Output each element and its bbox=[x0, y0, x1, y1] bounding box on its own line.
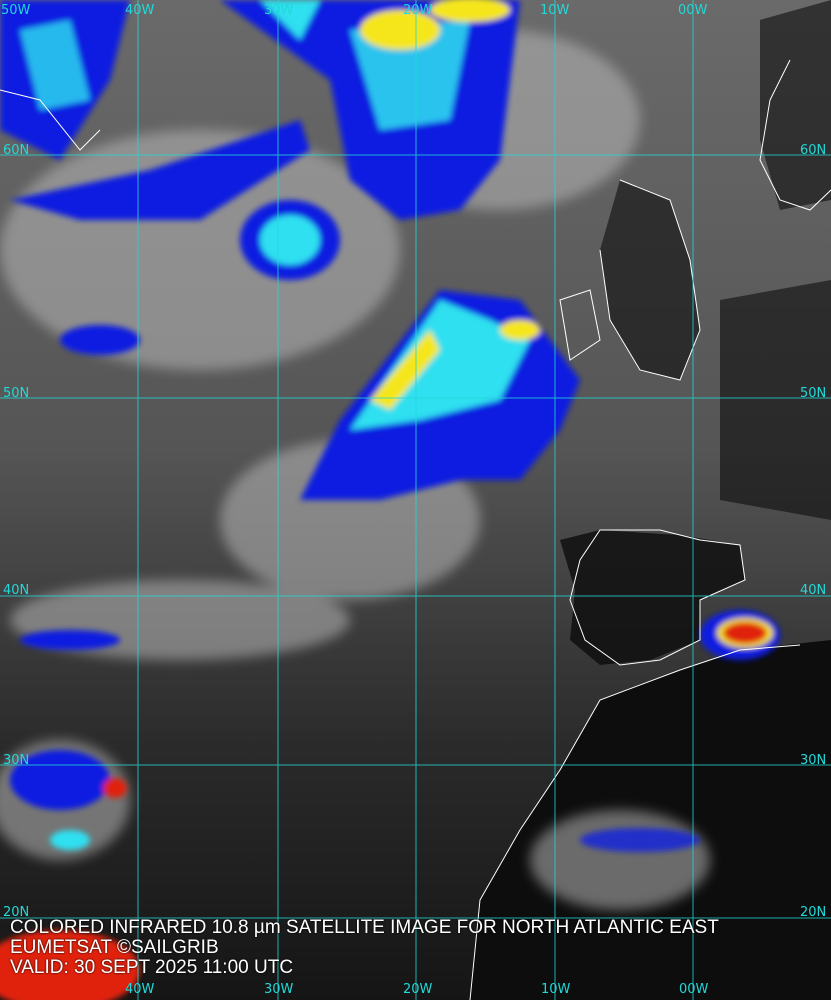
left-label-lat: 50N bbox=[3, 386, 30, 401]
left-label-lat: 20N bbox=[3, 905, 30, 920]
top-label-lon: 10W bbox=[540, 3, 570, 18]
left-label-lat: 60N bbox=[3, 143, 30, 158]
caption-title: COLORED INFRARED 10.8 µm SATELLITE IMAGE… bbox=[10, 917, 719, 938]
bottom-label-lon: 20W bbox=[403, 982, 433, 997]
right-label-lat: 60N bbox=[800, 143, 827, 158]
cloud-systems-cold bbox=[0, 0, 780, 1000]
right-label-lat: 30N bbox=[800, 753, 827, 768]
bottom-label-lon: 30W bbox=[264, 982, 294, 997]
right-label-lat: 40N bbox=[800, 583, 827, 598]
bottom-label-lon: 40W bbox=[125, 982, 155, 997]
top-label-lon: 20W bbox=[403, 3, 433, 18]
left-label-lat: 30N bbox=[3, 753, 30, 768]
top-label-lon: 40W bbox=[125, 3, 155, 18]
coastlines bbox=[0, 59, 831, 1000]
top-label-lon: 00W bbox=[678, 3, 708, 18]
left-label-lat: 40N bbox=[3, 583, 30, 598]
caption-valid-time: VALID: 30 SEPT 2025 11:00 UTC bbox=[10, 957, 294, 978]
top-label-lon: 50W bbox=[1, 3, 31, 18]
caption-credit: EUMETSAT ©SAILGRIB bbox=[10, 937, 219, 958]
right-label-lat: 20N bbox=[800, 905, 827, 920]
bottom-label-lon: 00W bbox=[679, 982, 709, 997]
top-label-lon: 30W bbox=[264, 3, 294, 18]
bottom-label-lon: 10W bbox=[541, 982, 571, 997]
right-label-lat: 50N bbox=[800, 386, 827, 401]
